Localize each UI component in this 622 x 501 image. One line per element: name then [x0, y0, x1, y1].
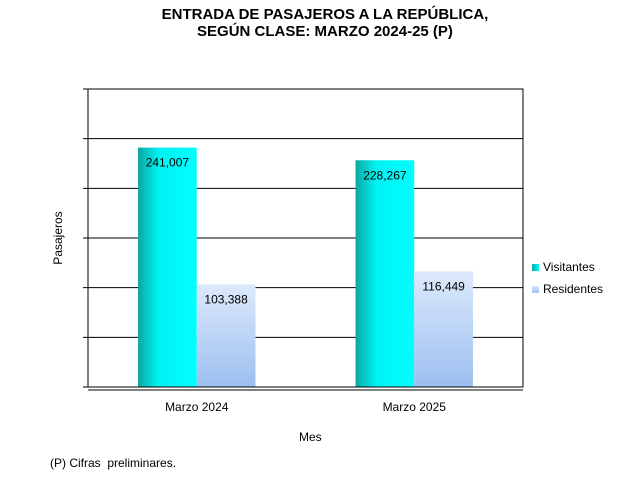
legend-label-visitantes: Visitantes	[543, 260, 595, 274]
plot-area	[87, 88, 524, 388]
x-axis-label: Mes	[299, 430, 322, 444]
data-label-residentes-2: 116,449	[422, 279, 465, 293]
chart-subtitle: SEGÚN CLASE: MARZO 2024-25 (P)	[197, 23, 453, 40]
data-label-visitantes-1: 241,007	[146, 156, 190, 170]
legend-item-visitantes: Visitantes	[532, 256, 603, 278]
footnote: (P) Cifras preliminares.	[50, 456, 177, 470]
bar-visitantes-2	[355, 160, 415, 387]
x-tick-label: Marzo 2025	[383, 400, 447, 414]
legend-swatch-residentes	[532, 285, 539, 293]
legend: Visitantes Residentes	[532, 256, 603, 300]
legend-swatch-visitantes	[532, 263, 539, 271]
bar-residentes-2	[414, 271, 473, 387]
chart-title: ENTRADA DE PASAJEROS A LA REPÚBLICA,	[161, 6, 489, 23]
legend-label-residentes: Residentes	[543, 282, 604, 296]
data-label-residentes-1: 103,388	[204, 292, 248, 306]
x-tick-label: Marzo 2024	[165, 400, 229, 414]
bar-residentes-1	[196, 284, 256, 387]
y-axis-label: Pasajeros	[51, 211, 65, 265]
bar-visitantes-1	[138, 147, 197, 387]
data-label-visitantes-2: 228,267	[363, 168, 407, 182]
legend-item-residentes: Residentes	[532, 278, 603, 300]
